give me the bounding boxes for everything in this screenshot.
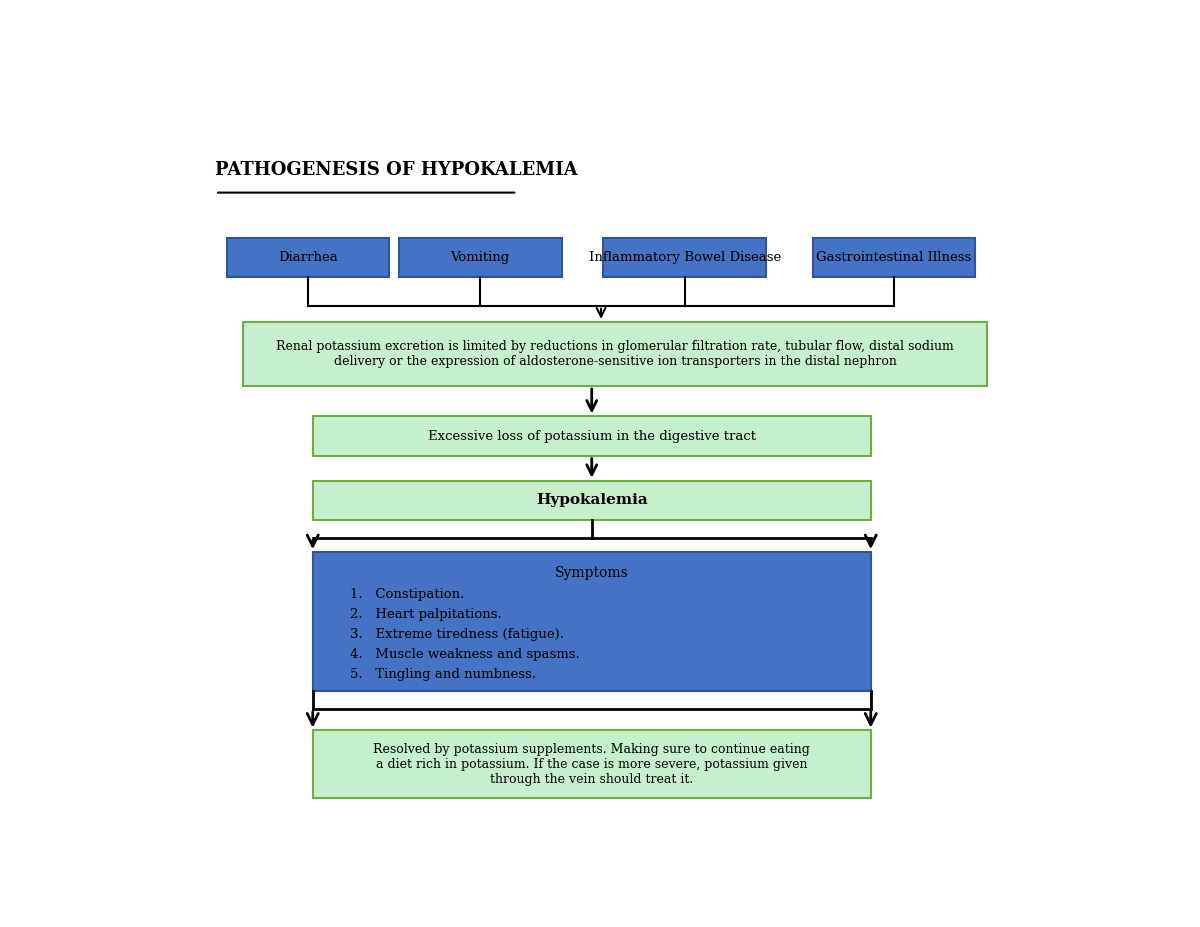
Text: Diarrhea: Diarrhea: [278, 251, 338, 264]
Text: 1.   Constipation.: 1. Constipation.: [350, 588, 464, 601]
FancyBboxPatch shape: [242, 322, 986, 386]
Text: Gastrointestinal Illness: Gastrointestinal Illness: [816, 251, 972, 264]
Text: 4.   Muscle weakness and spasms.: 4. Muscle weakness and spasms.: [350, 648, 580, 661]
FancyBboxPatch shape: [313, 552, 871, 692]
Text: 3.   Extreme tiredness (fatigue).: 3. Extreme tiredness (fatigue).: [350, 628, 564, 641]
FancyBboxPatch shape: [398, 238, 562, 277]
FancyBboxPatch shape: [227, 238, 390, 277]
FancyBboxPatch shape: [604, 238, 766, 277]
Text: Hypokalemia: Hypokalemia: [536, 493, 648, 507]
Text: Symptoms: Symptoms: [554, 566, 629, 580]
Text: Inflammatory Bowel Disease: Inflammatory Bowel Disease: [589, 251, 781, 264]
Text: Excessive loss of potassium in the digestive tract: Excessive loss of potassium in the diges…: [427, 429, 756, 442]
FancyBboxPatch shape: [313, 480, 871, 520]
Text: 5.   Tingling and numbness.: 5. Tingling and numbness.: [350, 667, 536, 680]
Text: Resolved by potassium supplements. Making sure to continue eating
a diet rich in: Resolved by potassium supplements. Makin…: [373, 743, 810, 786]
FancyBboxPatch shape: [313, 730, 871, 798]
FancyBboxPatch shape: [812, 238, 976, 277]
Text: Vomiting: Vomiting: [450, 251, 510, 264]
Text: Renal potassium excretion is limited by reductions in glomerular filtration rate: Renal potassium excretion is limited by …: [276, 340, 954, 368]
Text: 2.   Heart palpitations.: 2. Heart palpitations.: [350, 608, 502, 621]
Text: PATHOGENESIS OF HYPOKALEMIA: PATHOGENESIS OF HYPOKALEMIA: [215, 161, 578, 179]
FancyBboxPatch shape: [313, 416, 871, 456]
